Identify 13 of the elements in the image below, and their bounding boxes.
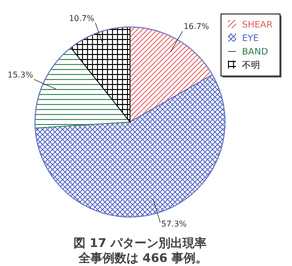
pie-slice [34,47,130,128]
legend-label: SHEAR [242,20,273,30]
data-label: 15.3% [8,70,34,80]
data-label: 57.3% [161,220,188,229]
pie-slice [34,74,226,218]
legend-label: BAND [242,48,268,58]
legend-label: 不明 [242,60,260,71]
pie-slice [70,26,130,122]
text: 図 17 パターン別出現率 [73,236,207,250]
data-label: 10.7% [68,14,95,23]
text: 全事例数は 466 事例。 [77,251,208,265]
legend-label: EYE [242,34,260,44]
data-label: 16.7% [184,22,210,32]
